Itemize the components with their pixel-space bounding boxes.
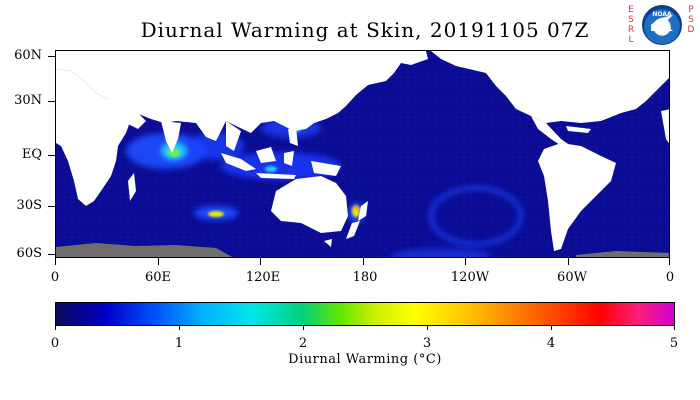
chart-title: Diurnal Warming at Skin, 20191105 07Z [140, 18, 590, 42]
colorbar-tick-0: 0 [50, 336, 60, 351]
y-tick-eq: EQ [21, 147, 42, 162]
x-tick-0-end: 0 [665, 270, 675, 285]
colorbar-label: Diurnal Warming (°C) [288, 352, 442, 367]
colorbar [55, 302, 675, 326]
antarctica [56, 243, 233, 257]
y-tick-30s: 30S [16, 198, 42, 213]
colorbar-tick-4: 4 [546, 336, 556, 351]
land [56, 51, 669, 251]
colorbar-tick-3: 3 [422, 336, 432, 351]
x-tick-120w: 120W [450, 270, 490, 285]
colorbar-tick-5: 5 [669, 336, 679, 351]
x-tick-180: 180 [352, 270, 378, 285]
colorbar-tick-2: 2 [298, 336, 308, 351]
y-tick-60n: 60N [14, 48, 42, 63]
x-tick-120e: 120E [245, 270, 281, 285]
warming-patches [126, 118, 523, 257]
colorbar-tick-1: 1 [174, 336, 184, 351]
noaa-seal-icon: NOAA [642, 5, 682, 45]
x-tick-0: 0 [50, 270, 60, 285]
x-tick-60e: 60E [144, 270, 172, 285]
x-tick-60w: 60W [557, 270, 587, 285]
y-tick-60s: 60S [16, 246, 42, 261]
y-tick-30n: 30N [14, 93, 42, 108]
sst-map [55, 50, 670, 258]
